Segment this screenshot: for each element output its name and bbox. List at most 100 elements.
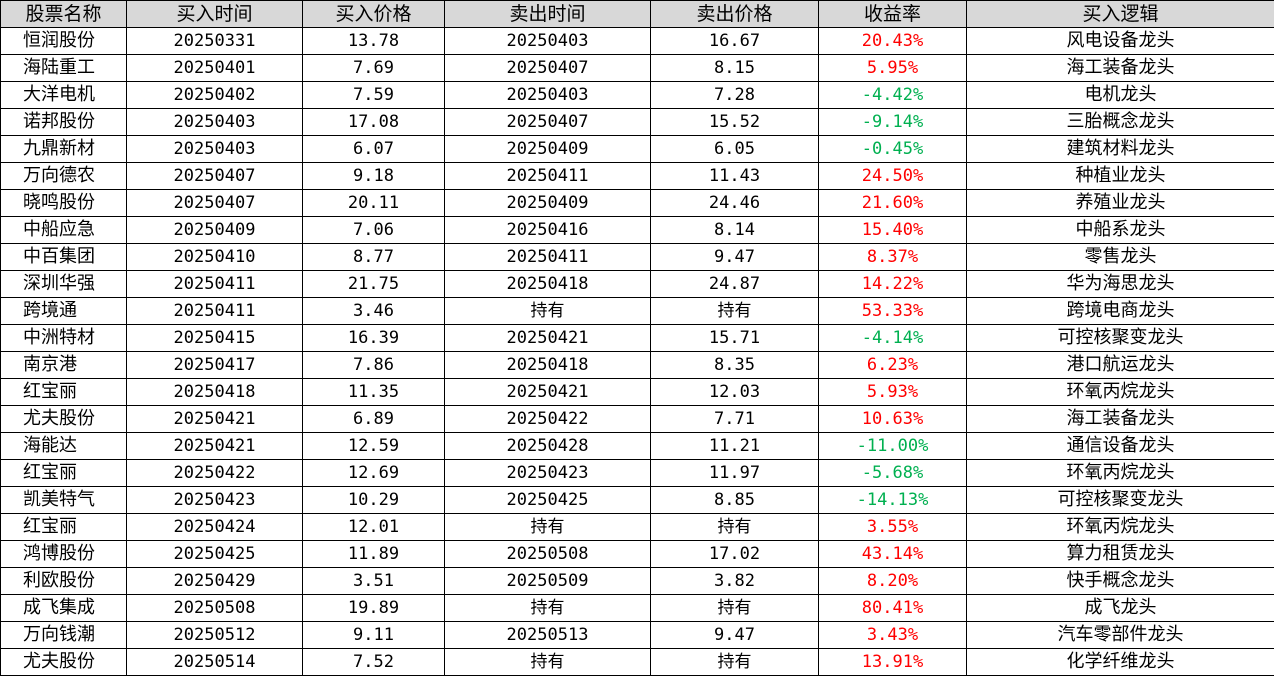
cell-buy-logic: 快手概念龙头 bbox=[967, 568, 1274, 595]
cell-buy-logic: 建筑材料龙头 bbox=[967, 136, 1274, 163]
cell-sell-price: 8.14 bbox=[651, 217, 819, 244]
cell-buy-price: 10.29 bbox=[303, 487, 445, 514]
cell-sell-date: 20250409 bbox=[445, 190, 651, 217]
cell-return: -11.00% bbox=[819, 433, 967, 460]
cell-stock-name: 成飞集成 bbox=[1, 595, 127, 622]
cell-sell-price: 24.46 bbox=[651, 190, 819, 217]
cell-sell-date: 持有 bbox=[445, 514, 651, 541]
cell-sell-date: 20250508 bbox=[445, 541, 651, 568]
cell-buy-date: 20250417 bbox=[127, 352, 303, 379]
cell-stock-name: 鸿博股份 bbox=[1, 541, 127, 568]
cell-buy-logic: 种植业龙头 bbox=[967, 163, 1274, 190]
cell-buy-price: 9.18 bbox=[303, 163, 445, 190]
header-buy-logic: 买入逻辑 bbox=[967, 1, 1274, 28]
cell-buy-price: 17.08 bbox=[303, 109, 445, 136]
cell-buy-price: 12.69 bbox=[303, 460, 445, 487]
cell-buy-date: 20250410 bbox=[127, 244, 303, 271]
cell-sell-price: 17.02 bbox=[651, 541, 819, 568]
cell-return: 24.50% bbox=[819, 163, 967, 190]
header-buy-price: 买入价格 bbox=[303, 1, 445, 28]
cell-return: 3.55% bbox=[819, 514, 967, 541]
cell-buy-logic: 环氧丙烷龙头 bbox=[967, 514, 1274, 541]
cell-buy-logic: 跨境电商龙头 bbox=[967, 298, 1274, 325]
cell-buy-price: 6.89 bbox=[303, 406, 445, 433]
cell-stock-name: 红宝丽 bbox=[1, 460, 127, 487]
cell-buy-date: 20250425 bbox=[127, 541, 303, 568]
cell-sell-date: 20250418 bbox=[445, 271, 651, 298]
cell-buy-logic: 可控核聚变龙头 bbox=[967, 325, 1274, 352]
cell-stock-name: 南京港 bbox=[1, 352, 127, 379]
cell-buy-date: 20250418 bbox=[127, 379, 303, 406]
cell-sell-price: 8.15 bbox=[651, 55, 819, 82]
cell-stock-name: 中百集团 bbox=[1, 244, 127, 271]
header-row: 股票名称 买入时间 买入价格 卖出时间 卖出价格 收益率 买入逻辑 bbox=[1, 1, 1274, 28]
cell-buy-date: 20250429 bbox=[127, 568, 303, 595]
cell-return: 43.14% bbox=[819, 541, 967, 568]
cell-buy-date: 20250422 bbox=[127, 460, 303, 487]
cell-stock-name: 九鼎新材 bbox=[1, 136, 127, 163]
cell-sell-date: 20250509 bbox=[445, 568, 651, 595]
cell-sell-date: 持有 bbox=[445, 649, 651, 676]
cell-sell-price: 7.71 bbox=[651, 406, 819, 433]
cell-sell-price: 15.52 bbox=[651, 109, 819, 136]
cell-buy-date: 20250409 bbox=[127, 217, 303, 244]
cell-buy-logic: 海工装备龙头 bbox=[967, 406, 1274, 433]
cell-stock-name: 中洲特材 bbox=[1, 325, 127, 352]
cell-sell-date: 20250421 bbox=[445, 379, 651, 406]
cell-buy-logic: 通信设备龙头 bbox=[967, 433, 1274, 460]
cell-stock-name: 诺邦股份 bbox=[1, 109, 127, 136]
cell-stock-name: 利欧股份 bbox=[1, 568, 127, 595]
cell-stock-name: 万向钱潮 bbox=[1, 622, 127, 649]
cell-sell-date: 20250418 bbox=[445, 352, 651, 379]
cell-return: 8.37% bbox=[819, 244, 967, 271]
header-sell-price: 卖出价格 bbox=[651, 1, 819, 28]
header-return: 收益率 bbox=[819, 1, 967, 28]
cell-buy-logic: 电机龙头 bbox=[967, 82, 1274, 109]
cell-return: 5.93% bbox=[819, 379, 967, 406]
cell-buy-price: 7.59 bbox=[303, 82, 445, 109]
cell-buy-price: 12.01 bbox=[303, 514, 445, 541]
cell-buy-logic: 中船系龙头 bbox=[967, 217, 1274, 244]
cell-sell-date: 20250407 bbox=[445, 109, 651, 136]
cell-buy-date: 20250407 bbox=[127, 163, 303, 190]
cell-sell-date: 持有 bbox=[445, 595, 651, 622]
cell-sell-price: 3.82 bbox=[651, 568, 819, 595]
cell-buy-date: 20250415 bbox=[127, 325, 303, 352]
cell-buy-price: 8.77 bbox=[303, 244, 445, 271]
cell-stock-name: 跨境通 bbox=[1, 298, 127, 325]
cell-buy-date: 20250401 bbox=[127, 55, 303, 82]
cell-buy-price: 13.78 bbox=[303, 28, 445, 55]
cell-buy-logic: 化学纤维龙头 bbox=[967, 649, 1274, 676]
cell-sell-price: 15.71 bbox=[651, 325, 819, 352]
cell-buy-price: 20.11 bbox=[303, 190, 445, 217]
cell-stock-name: 恒润股份 bbox=[1, 28, 127, 55]
cell-sell-price: 11.97 bbox=[651, 460, 819, 487]
header-stock-name: 股票名称 bbox=[1, 1, 127, 28]
cell-buy-logic: 海工装备龙头 bbox=[967, 55, 1274, 82]
cell-buy-logic: 成飞龙头 bbox=[967, 595, 1274, 622]
cell-buy-price: 11.89 bbox=[303, 541, 445, 568]
cell-buy-price: 16.39 bbox=[303, 325, 445, 352]
cell-buy-date: 20250403 bbox=[127, 109, 303, 136]
cell-sell-price: 持有 bbox=[651, 649, 819, 676]
cell-buy-logic: 港口航运龙头 bbox=[967, 352, 1274, 379]
cell-buy-date: 20250514 bbox=[127, 649, 303, 676]
cell-return: 10.63% bbox=[819, 406, 967, 433]
cell-sell-price: 8.35 bbox=[651, 352, 819, 379]
cell-buy-logic: 三胎概念龙头 bbox=[967, 109, 1274, 136]
